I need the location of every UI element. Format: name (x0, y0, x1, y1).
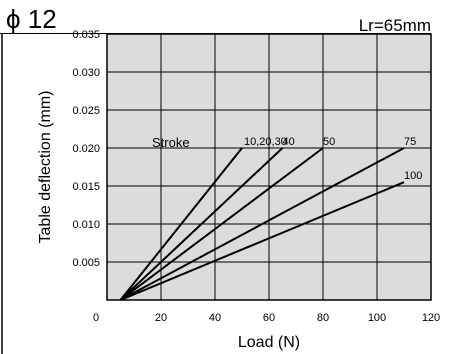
series-label: 10,20,30 (244, 136, 287, 148)
y-tick-label: 0.005 (72, 257, 100, 269)
series-line (119, 147, 243, 301)
chart-title: ϕ 12 (6, 4, 57, 34)
y-tick-labels: 0.005 0.010 0.015 0.020 0.025 0.030 0.035 (72, 29, 100, 269)
x-tick-label: 80 (317, 312, 329, 324)
x-tick-label: 60 (263, 312, 275, 324)
y-tick-label: 0.020 (72, 143, 100, 155)
x-tick-label: 100 (368, 312, 386, 324)
series-line (120, 181, 405, 301)
y-tick-label: 0.015 (72, 181, 100, 193)
y-axis-label: Table deflection (mm) (37, 91, 54, 244)
y-tick-label: 0.035 (72, 29, 100, 41)
y-tick-label: 0.030 (72, 67, 100, 79)
stroke-legend-title: Stroke (152, 135, 190, 150)
series-lines (119, 147, 405, 301)
x-tick-label: 20 (155, 312, 167, 324)
x-tick-label: 0 (93, 312, 99, 324)
x-axis-label: Load (N) (238, 334, 300, 351)
x-tick-label: 120 (422, 312, 440, 324)
grid (107, 33, 432, 300)
x-tick-label: 40 (209, 312, 221, 324)
series-line (119, 147, 324, 301)
y-tick-label: 0.025 (72, 105, 100, 117)
series-label: 75 (404, 136, 416, 148)
series-label: 50 (323, 136, 335, 148)
x-tick-labels: 0 20 40 60 80 100 120 (93, 312, 440, 324)
y-tick-label: 0.010 (72, 219, 100, 231)
series-line (120, 147, 405, 301)
series-label: 40 (283, 136, 295, 148)
series-line (119, 147, 284, 301)
series-label: 100 (404, 170, 422, 182)
lr-label: Lr=65mm (358, 16, 431, 35)
